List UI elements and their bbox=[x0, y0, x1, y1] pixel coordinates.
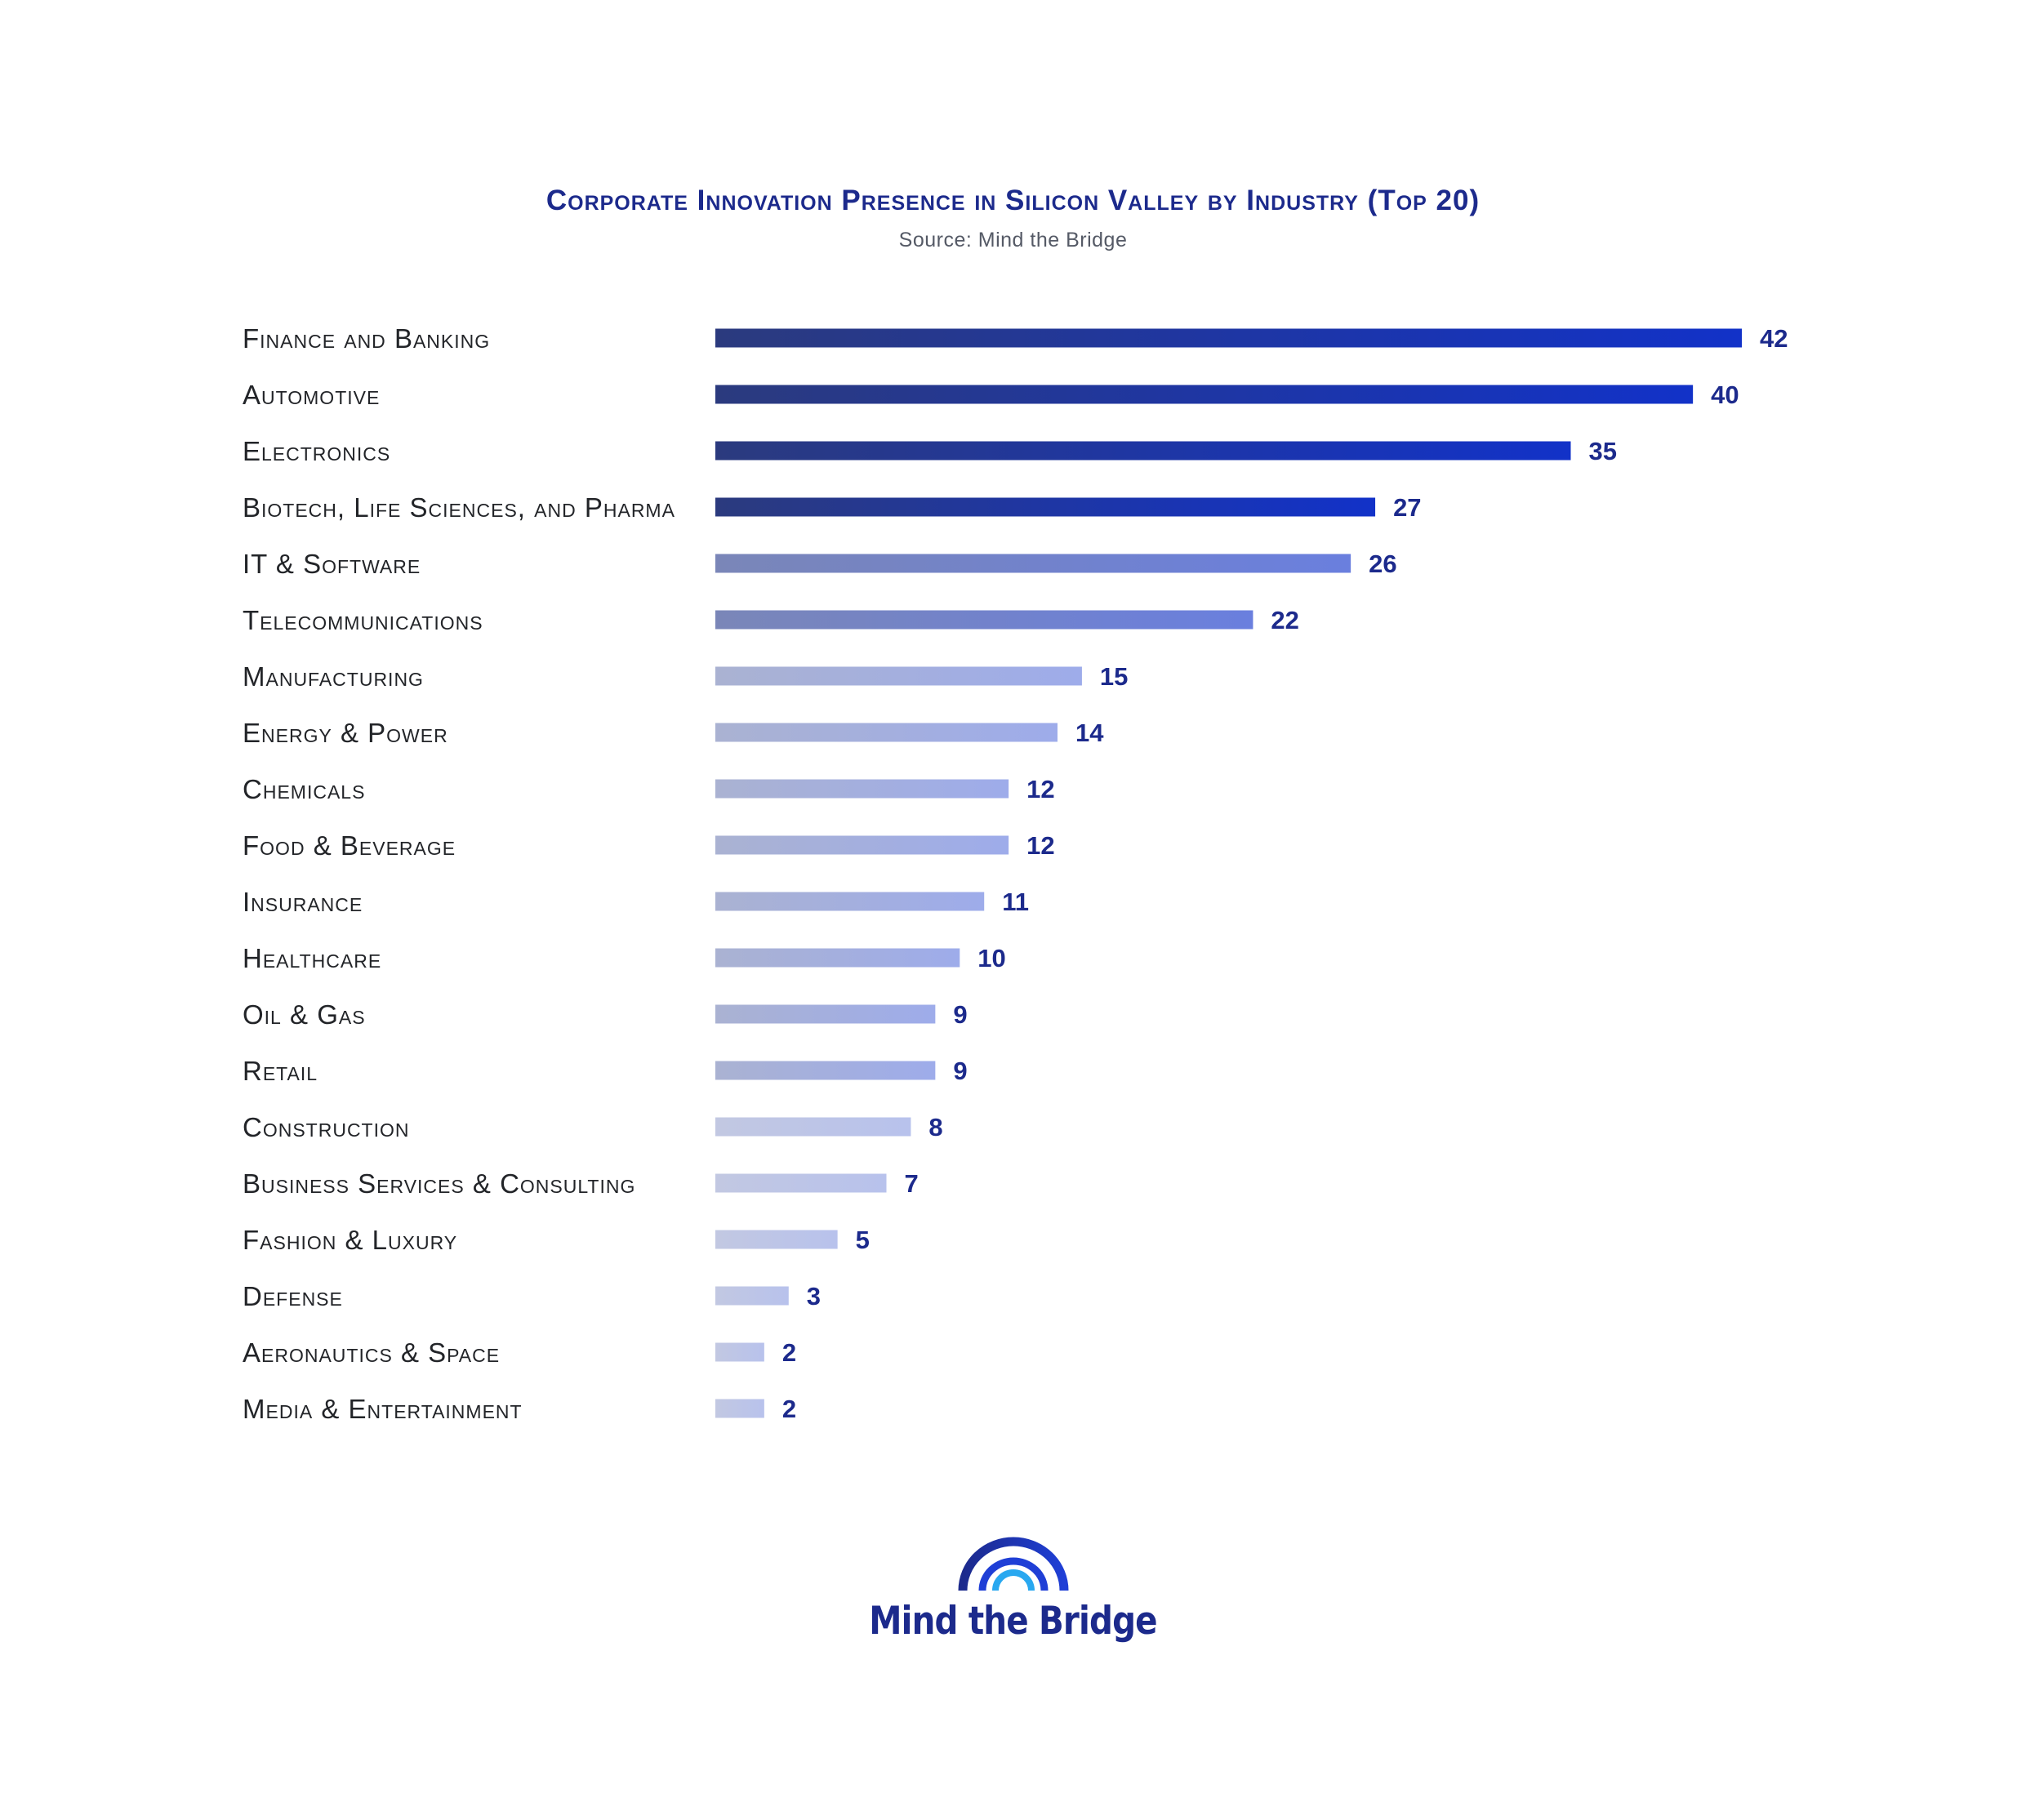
category-label: Food & Beverage bbox=[243, 830, 456, 861]
bar bbox=[715, 1061, 936, 1080]
bar bbox=[715, 1230, 838, 1249]
bar bbox=[715, 554, 1351, 573]
chart-subtitle: Source: Mind the Bridge bbox=[898, 229, 1128, 251]
category-label: Insurance bbox=[243, 887, 363, 917]
value-label: 10 bbox=[977, 944, 1005, 972]
value-label: 27 bbox=[1393, 493, 1421, 522]
value-label: 14 bbox=[1075, 719, 1104, 747]
chart-title: Corporate Innovation Presence in Silicon… bbox=[545, 185, 1481, 216]
category-label: Retail bbox=[243, 1056, 318, 1086]
value-label: 40 bbox=[1711, 380, 1739, 409]
category-label: Healthcare bbox=[243, 943, 381, 973]
value-label: 35 bbox=[1589, 437, 1617, 465]
category-label: Media & Entertainment bbox=[243, 1394, 523, 1424]
category-label: Manufacturing bbox=[243, 661, 424, 692]
value-label: 42 bbox=[1760, 324, 1788, 353]
value-label: 8 bbox=[928, 1113, 942, 1141]
value-label: 12 bbox=[1026, 775, 1054, 803]
category-label: Finance and Banking bbox=[243, 323, 490, 354]
bar bbox=[715, 892, 985, 911]
value-label: 26 bbox=[1369, 550, 1396, 578]
value-label: 15 bbox=[1100, 662, 1128, 691]
category-label: Biotech, Life Sciences, and Pharma bbox=[243, 492, 675, 523]
category-label: Electronics bbox=[243, 436, 390, 466]
category-label: Aeronautics & Space bbox=[243, 1337, 500, 1368]
category-label: Telecommunications bbox=[243, 605, 483, 635]
bar bbox=[715, 610, 1253, 630]
bar bbox=[715, 1004, 936, 1024]
bar bbox=[715, 1286, 789, 1306]
category-label: Oil & Gas bbox=[243, 999, 366, 1030]
category-label: Business Services & Consulting bbox=[243, 1168, 635, 1199]
value-label: 5 bbox=[856, 1226, 870, 1254]
category-label: Construction bbox=[243, 1112, 410, 1142]
category-label: Automotive bbox=[243, 380, 380, 410]
bar bbox=[715, 666, 1082, 686]
bar bbox=[715, 441, 1571, 461]
bar bbox=[715, 1399, 764, 1418]
bar bbox=[715, 1342, 764, 1362]
bar bbox=[715, 835, 1009, 855]
bar bbox=[715, 328, 1742, 348]
value-label: 2 bbox=[782, 1338, 796, 1367]
value-label: 11 bbox=[1002, 888, 1029, 916]
bar bbox=[715, 497, 1376, 517]
bar bbox=[715, 779, 1009, 799]
bar bbox=[715, 1173, 887, 1193]
value-label: 12 bbox=[1026, 831, 1054, 860]
bar bbox=[715, 385, 1694, 404]
value-label: 9 bbox=[953, 1000, 967, 1029]
category-label: Energy & Power bbox=[243, 718, 448, 748]
value-label: 7 bbox=[905, 1169, 919, 1198]
logo-text: Mind the Bridge bbox=[869, 1599, 1157, 1644]
category-label: IT & Software bbox=[243, 549, 421, 579]
value-label: 3 bbox=[807, 1282, 821, 1310]
value-label: 9 bbox=[953, 1057, 967, 1085]
category-label: Fashion & Luxury bbox=[243, 1225, 457, 1255]
bar bbox=[715, 723, 1058, 742]
bar bbox=[715, 1117, 911, 1137]
value-label: 2 bbox=[782, 1395, 796, 1423]
bar bbox=[715, 948, 960, 968]
value-label: 22 bbox=[1271, 606, 1298, 634]
category-label: Defense bbox=[243, 1281, 343, 1311]
category-label: Chemicals bbox=[243, 774, 365, 804]
bars-layer: Finance and Banking 42 Automotive 40 Electro… bbox=[243, 323, 1788, 1424]
bridge-arcs-icon bbox=[958, 1537, 1068, 1591]
brand-logo: Mind the Bridge bbox=[0, 1535, 2026, 1644]
